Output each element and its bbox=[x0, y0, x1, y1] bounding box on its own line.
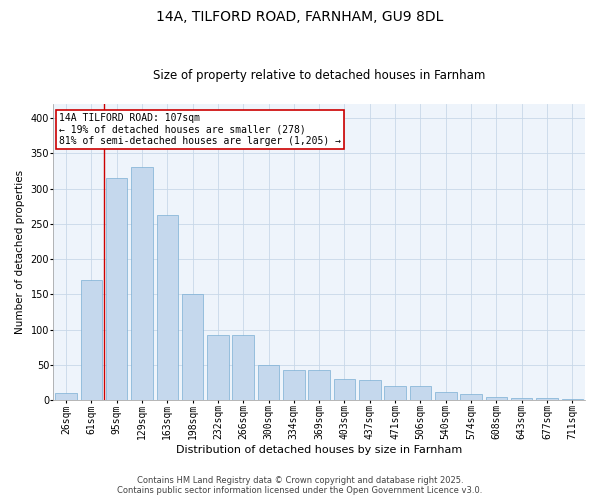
Bar bbox=[485, 397, 507, 400]
X-axis label: Distribution of detached houses by size in Farnham: Distribution of detached houses by size … bbox=[176, 445, 462, 455]
Bar bbox=[334, 379, 355, 400]
Text: Contains HM Land Registry data © Crown copyright and database right 2025.
Contai: Contains HM Land Registry data © Crown c… bbox=[118, 476, 482, 495]
Bar bbox=[258, 365, 279, 400]
Bar bbox=[131, 168, 153, 400]
Title: Size of property relative to detached houses in Farnham: Size of property relative to detached ho… bbox=[153, 69, 485, 82]
Bar bbox=[232, 335, 254, 400]
Bar bbox=[308, 370, 330, 400]
Bar bbox=[157, 214, 178, 400]
Bar bbox=[80, 280, 102, 400]
Bar bbox=[283, 370, 305, 400]
Bar bbox=[385, 386, 406, 400]
Bar bbox=[359, 380, 380, 400]
Bar bbox=[55, 393, 77, 400]
Bar bbox=[106, 178, 127, 400]
Y-axis label: Number of detached properties: Number of detached properties bbox=[15, 170, 25, 334]
Bar bbox=[511, 398, 532, 400]
Bar bbox=[410, 386, 431, 400]
Bar bbox=[182, 294, 203, 400]
Text: 14A, TILFORD ROAD, FARNHAM, GU9 8DL: 14A, TILFORD ROAD, FARNHAM, GU9 8DL bbox=[157, 10, 443, 24]
Bar bbox=[207, 335, 229, 400]
Bar bbox=[435, 392, 457, 400]
Text: 14A TILFORD ROAD: 107sqm
← 19% of detached houses are smaller (278)
81% of semi-: 14A TILFORD ROAD: 107sqm ← 19% of detach… bbox=[59, 113, 341, 146]
Bar bbox=[562, 398, 583, 400]
Bar bbox=[460, 394, 482, 400]
Bar bbox=[536, 398, 558, 400]
